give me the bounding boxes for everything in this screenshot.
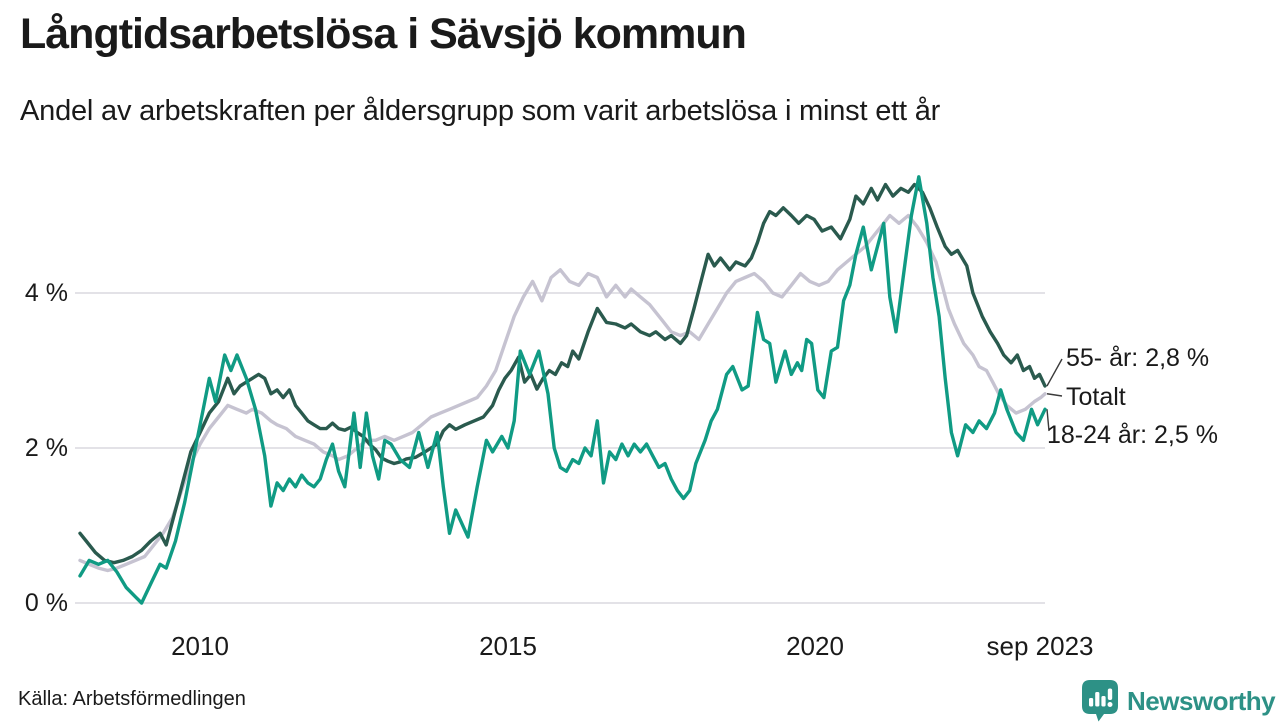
series-end-label-55-plus: 55- år: 2,8 % [1066,344,1210,372]
newsworthy-chart-bubble-icon [1081,680,1119,722]
y-axis-tick-4: 4 % [24,279,68,307]
x-axis-tick-2010: 2010 [171,631,229,661]
chart-subtitle: Andel av arbetskraften per åldersgrupp s… [20,95,941,127]
source-credit: Källa: Arbetsförmedlingen [18,688,246,710]
series-end-label-totalt: Totalt [1066,383,1126,411]
x-axis-tick-2015: 2015 [479,631,537,661]
newsworthy-wordmark: Newsworthy [1127,685,1276,716]
series-end-label-18-24: 18-24 år: 2,5 % [1047,421,1218,449]
newsworthy-logo: Newsworthy [1081,680,1276,722]
y-axis-tick-0: 0 % [24,589,68,617]
page-title: Långtidsarbetslösa i Sävsjö kommun [20,10,747,58]
x-axis-tick-sep-2023: sep 2023 [986,631,1094,661]
y-axis-tick-2: 2 % [24,434,68,462]
x-axis-tick-2020: 2020 [786,631,844,661]
